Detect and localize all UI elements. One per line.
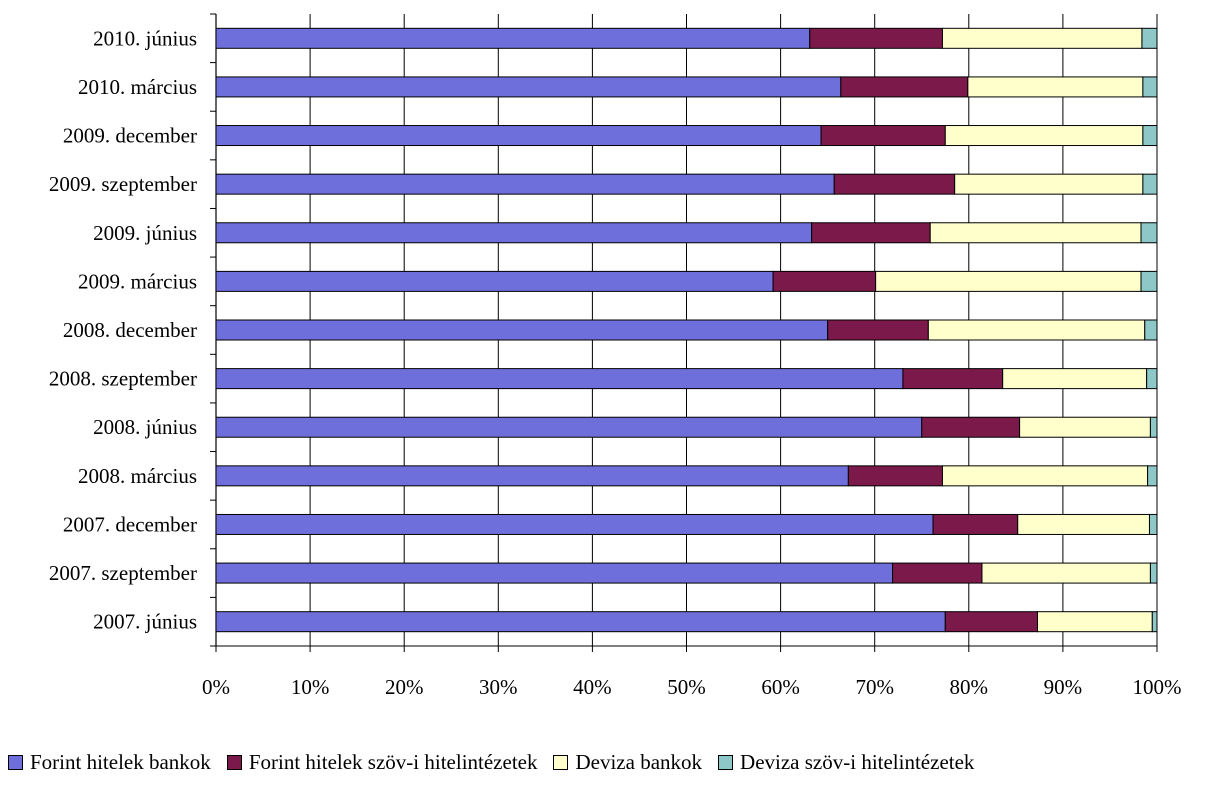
category-label: 2008. szeptember — [49, 367, 197, 391]
bar-segment — [215, 270, 774, 292]
bar-segment — [215, 319, 829, 341]
category-label: 2007. szeptember — [49, 561, 197, 585]
bar-segment — [1140, 270, 1158, 292]
bar-segment — [215, 562, 894, 584]
category-label: 2009. szeptember — [49, 172, 197, 196]
bar-segment — [772, 270, 877, 292]
bar-segment — [1148, 513, 1158, 535]
bar-segment — [215, 222, 813, 244]
legend-label: Deviza szöv-i hitelintézetek — [740, 749, 975, 774]
bar-segment — [1140, 222, 1158, 244]
category-label: 2009. december — [63, 124, 197, 148]
legend-item: Forint hitelek bankok — [8, 750, 211, 775]
bar-segment — [1017, 513, 1150, 535]
bar-segment — [1002, 368, 1148, 390]
bar-segment — [929, 222, 1142, 244]
bar-segment — [875, 270, 1142, 292]
category-label: 2007. december — [63, 512, 197, 536]
category-label: 2010. június — [93, 26, 197, 50]
legend-label: Deviza bankok — [575, 749, 703, 774]
legend: Forint hitelek bankok Forint hitelek szöv… — [8, 742, 1208, 782]
bar-segment — [847, 465, 943, 487]
legend-item: Forint hitelek szöv-i hitelintézetek — [226, 749, 538, 775]
bar-segment — [1142, 173, 1158, 195]
bar-segment — [215, 513, 934, 535]
bar-segment — [981, 562, 1151, 584]
x-tick-label: 0% — [202, 675, 230, 699]
bar-segment — [215, 173, 835, 195]
bar-segment — [809, 27, 943, 49]
bar-segment — [954, 173, 1144, 195]
category-label: 2009. március — [78, 269, 197, 293]
legend-item: Deviza szöv-i hitelintézetek — [718, 750, 974, 775]
category-label: 2008. március — [78, 464, 197, 488]
bar-segment — [1141, 27, 1158, 49]
bar-segment — [967, 76, 1144, 98]
bar-segment — [1147, 465, 1158, 487]
bar-segment — [1149, 562, 1158, 584]
bar-segment — [921, 416, 1021, 438]
bar-segment — [1146, 368, 1158, 390]
bar-segment — [892, 562, 983, 584]
bar-segment — [1142, 76, 1158, 98]
bar-segment — [215, 27, 811, 49]
bar-segment — [840, 76, 969, 98]
x-tick-label: 70% — [855, 675, 894, 699]
x-tick-label: 20% — [385, 675, 424, 699]
bar-segment — [1142, 125, 1158, 147]
bar-segment — [827, 319, 929, 341]
bar-segment — [833, 173, 956, 195]
category-label: 2007. június — [93, 610, 197, 634]
bar-segment — [902, 368, 1004, 390]
bar-segment — [215, 465, 849, 487]
category-label: 2009. június — [93, 221, 197, 245]
bar-segment — [1019, 416, 1151, 438]
legend-label: Forint hitelek bankok — [30, 749, 211, 774]
bar-segment — [215, 368, 904, 390]
bar-segment — [944, 611, 1038, 633]
legend-swatch — [8, 754, 23, 770]
category-label: 2008. június — [93, 415, 197, 439]
bar-segment — [1144, 319, 1158, 341]
bar-segment — [215, 611, 946, 633]
category-labels: 2010. június 2010. március 2009. december 2… — [49, 26, 197, 633]
legend-swatch — [553, 754, 569, 770]
category-label: 2008. december — [63, 318, 197, 342]
bar-segment — [215, 125, 822, 147]
x-tick-label: 80% — [950, 675, 989, 699]
x-tick-labels: 0% 10% 20% 30% 40% 50% 60% 70% 80% 90% 100% — [202, 675, 1182, 699]
legend-item: Deviza bankok — [553, 750, 702, 775]
x-tick-label: 50% — [667, 675, 706, 699]
stacked-bar-chart: 2010. június 2010. március 2009. december 2… — [49, 13, 1182, 699]
x-tick-label: 90% — [1044, 675, 1083, 699]
bars — [215, 27, 1158, 633]
x-tick-label: 60% — [761, 675, 800, 699]
x-tick-label: 30% — [479, 675, 518, 699]
bar-segment — [941, 27, 1143, 49]
legend-swatch — [718, 754, 734, 770]
bar-segment — [927, 319, 1146, 341]
x-tick-label: 10% — [291, 675, 330, 699]
category-label: 2010. március — [78, 75, 197, 99]
bar-segment — [1149, 416, 1158, 438]
bar-segment — [811, 222, 931, 244]
bar-segment — [941, 465, 1149, 487]
bar-segment — [215, 76, 842, 98]
bar-segment — [820, 125, 946, 147]
bar-segment — [215, 416, 923, 438]
x-tick-label: 100% — [1133, 675, 1182, 699]
bar-segment — [932, 513, 1019, 535]
bar-segment — [1151, 611, 1158, 633]
bar-segment — [1036, 611, 1153, 633]
bar-segment — [944, 125, 1144, 147]
x-tick-label: 40% — [573, 675, 612, 699]
legend-swatch — [226, 754, 242, 770]
legend-label: Forint hitelek szöv-i hitelintézetek — [248, 749, 538, 774]
